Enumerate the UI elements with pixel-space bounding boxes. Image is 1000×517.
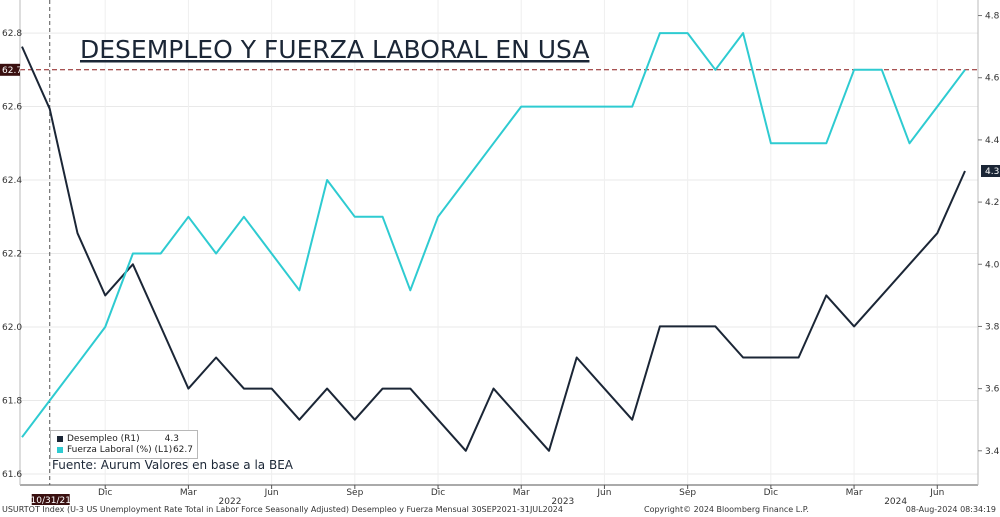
- legend-label-fuerza: Fuerza Laboral (%) (L1): [67, 445, 173, 455]
- right-value-flag: [981, 164, 1000, 177]
- legend: Desempleo (R1) 4.3 Fuerza Laboral (%) (L…: [50, 430, 198, 459]
- crosshair-value-label: 62.7: [2, 66, 22, 76]
- legend-swatch-desempleo: [57, 436, 63, 442]
- legend-swatch-fuerza: [57, 447, 63, 453]
- footer-left: USURTOT Index (U-3 US Unemployment Rate …: [2, 505, 563, 514]
- left-tick-label: 62.0: [2, 323, 22, 333]
- series-line-desempleo: [21, 46, 966, 452]
- left-tick-label: 61.8: [2, 396, 22, 406]
- legend-item-desempleo: Desempleo (R1) 4.3: [57, 434, 193, 445]
- x-tick-label: Dic: [431, 488, 445, 498]
- right-tick-label: 4.2: [985, 198, 999, 208]
- grid: [20, 0, 978, 485]
- footer-right: 08-Aug-2024 08:34:19: [905, 505, 996, 514]
- right-tick-label: 3.8: [985, 322, 1000, 332]
- right-tick-label: 4.0: [985, 260, 1000, 270]
- series-lines: [21, 32, 966, 452]
- x-axis-ticks: Dic Mar Jun Sep Dic Mar Jun Sep Dic Mar Jun 2022 202…: [98, 485, 944, 507]
- left-tick-label: 62.4: [2, 176, 22, 186]
- crosshair-value-flag: [0, 63, 20, 76]
- right-value-flag-label: 4.3: [985, 167, 999, 177]
- source-note: Fuente: Aurum Valores en base a la BEA: [52, 458, 293, 472]
- left-tick-label: 62.6: [2, 103, 22, 113]
- right-tick-label: 4.4: [985, 136, 1000, 146]
- x-tick-label: Sep: [346, 488, 363, 498]
- left-tick-label: 62.8: [2, 29, 22, 39]
- x-tick-label: Dic: [98, 488, 112, 498]
- x-tick-label: Mar: [513, 488, 530, 498]
- chart-title: DESEMPLEO Y FUERZA LABORAL EN USA: [80, 35, 589, 64]
- crosshair-date-flag: [31, 494, 70, 505]
- x-tick-label: Mar: [846, 488, 863, 498]
- right-axis-ticks: 3.4 3.6 3.8 4.0 4.2 4.4 4.6 4.8 4.3: [978, 12, 1000, 457]
- x-tick-label: Jun: [929, 488, 944, 498]
- left-axis-ticks: 61.6 61.8 62.0 62.2 62.4 62.6 62.8: [2, 29, 22, 480]
- x-tick-label: Jun: [596, 488, 611, 498]
- x-year-label: 2024: [884, 497, 907, 507]
- x-tick-label: Mar: [180, 488, 197, 498]
- right-tick-label: 4.8: [985, 12, 1000, 22]
- x-year-label: 2023: [551, 497, 574, 507]
- left-tick-label: 62.2: [2, 250, 22, 260]
- x-tick-label: Sep: [679, 488, 696, 498]
- legend-item-fuerza: Fuerza Laboral (%) (L1) 62.7: [57, 445, 193, 456]
- x-year-label: 2022: [219, 497, 242, 507]
- right-tick-label: 3.4: [985, 447, 1000, 457]
- left-tick-label: 61.6: [2, 470, 22, 480]
- x-tick-label: Dic: [764, 488, 778, 498]
- x-tick-label: Jun: [264, 488, 279, 498]
- legend-value-desempleo: 4.3: [164, 434, 179, 444]
- right-tick-label: 4.6: [985, 74, 1000, 84]
- crosshair-date-label: 10/31/21: [31, 496, 71, 506]
- crosshair: 62.7 10/31/21: [0, 0, 978, 506]
- footer-center: Copyright© 2024 Bloomberg Finance L.P.: [644, 505, 809, 514]
- legend-value-fuerza: 62.7: [172, 445, 193, 455]
- series-line-fuerza-laboral: [21, 32, 966, 438]
- right-tick-label: 3.6: [985, 385, 1000, 395]
- legend-label-desempleo: Desempleo (R1): [67, 434, 140, 444]
